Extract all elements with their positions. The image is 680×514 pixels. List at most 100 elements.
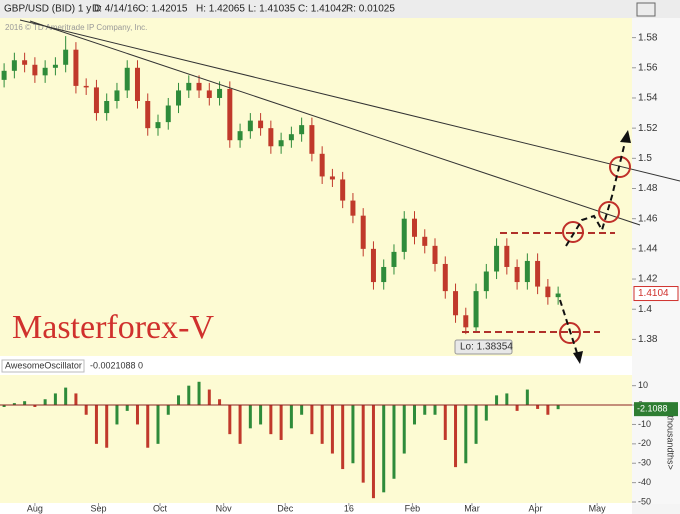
header-symbol: GBP/USD (BID) 1 y D: [4, 4, 101, 15]
candle-body: [360, 215, 366, 249]
oscillator-bar: [177, 395, 181, 406]
oscillator-bar: [248, 405, 252, 429]
candle-body: [514, 266, 520, 283]
candle-body: [535, 260, 541, 287]
oscillator-bar: [12, 403, 16, 406]
breakout-circle: [598, 201, 620, 223]
oscillator-bar: [556, 405, 560, 410]
x-tick-label: Oct: [153, 503, 168, 513]
x-tick-label: Apr: [529, 503, 543, 513]
candle-body: [278, 140, 284, 147]
y-tick-label: 1.56: [638, 62, 658, 73]
candle-body: [22, 60, 28, 65]
indicator-parameter: 0: [138, 360, 143, 370]
oscillator-bar: [94, 405, 98, 444]
last-value-box: [634, 402, 678, 417]
y-tick-label: -20: [638, 438, 651, 448]
y2-axis-label: <thousandths>: [666, 410, 676, 470]
y-tick-label: 1.5: [638, 153, 652, 164]
y-tick-label: 1.42: [638, 274, 658, 285]
candle-body: [155, 122, 161, 129]
candle-body: [258, 120, 264, 129]
oscillator-bar: [259, 405, 263, 425]
x-tick-label: May: [589, 503, 607, 513]
candle-body: [545, 286, 551, 298]
y-tick-label: -30: [638, 458, 651, 468]
candle-body: [124, 67, 130, 91]
candle-body: [453, 291, 459, 316]
header-high: H: 1.42065: [196, 4, 245, 15]
oscillator-bar: [382, 405, 386, 493]
low-label: Lo: 1.38354: [460, 342, 513, 353]
oscillator-bar: [300, 405, 304, 415]
oscillator-bar: [392, 405, 396, 479]
candle-body: [329, 176, 335, 180]
x-tick-label: Mar: [464, 503, 480, 513]
y-tick-label: 1.58: [638, 32, 658, 43]
oscillator-bar: [125, 405, 129, 411]
candle-body: [524, 260, 530, 283]
candle-body: [504, 245, 510, 267]
candle-body: [52, 64, 58, 68]
candle-body: [381, 266, 387, 283]
candle-body: [483, 271, 489, 292]
candle-body: [319, 153, 325, 177]
oscillator-bar: [423, 405, 427, 415]
y-tick-label: 1.4: [638, 304, 652, 315]
candle-body: [206, 90, 212, 98]
oscillator-bar: [402, 405, 406, 454]
oscillator-bar: [320, 405, 324, 444]
last-price-box: [633, 286, 679, 302]
oscillator-bar: [464, 405, 468, 464]
header-bar: [0, 0, 680, 18]
header-open: O: 1.42015: [138, 4, 188, 15]
scenario-arrow: [565, 137, 627, 247]
candle-body: [104, 100, 110, 114]
oscillator-bar: [146, 405, 150, 448]
oscillator-bar: [238, 405, 242, 444]
maximize-icon[interactable]: [636, 2, 656, 17]
y-tick-label: 1.44: [638, 244, 658, 255]
oscillator-bar: [84, 405, 88, 415]
indicator-reading: -0.0021088: [90, 360, 136, 370]
oscillator-bar: [115, 405, 119, 425]
breakout-circle: [609, 156, 631, 178]
candle-body: [411, 218, 417, 237]
oscillator-bar: [443, 405, 447, 440]
watermark: Masterforex-V: [12, 309, 214, 346]
candle-body: [555, 293, 561, 298]
breakout-circle: [562, 221, 584, 243]
oscillator-bar: [33, 405, 37, 407]
y-tick-label: -40: [638, 477, 651, 487]
x-tick-label: Nov: [216, 503, 233, 513]
oscillator-panel: [0, 375, 632, 503]
oscillator-bar: [361, 405, 365, 483]
oscillator-bar: [197, 381, 201, 406]
oscillator-bar: [135, 405, 139, 425]
y-tick-label: 1.38: [638, 334, 658, 345]
candle-body: [401, 218, 407, 252]
y-tick-label: 1.54: [638, 93, 658, 104]
oscillator-bar: [218, 399, 222, 406]
oscillator-bar: [371, 405, 375, 499]
candle-body: [217, 88, 223, 98]
arrow-head: [620, 130, 631, 143]
oscillator-bar: [43, 399, 47, 406]
header-date: D: 4/14/16: [92, 4, 139, 15]
last-value-label: -2.1088: [637, 404, 668, 414]
oscillator-bar: [505, 393, 509, 406]
y-tick-label: 1.46: [638, 213, 658, 224]
y-tick-label: 1.52: [638, 123, 658, 134]
x-tick-label: Aug: [27, 503, 43, 513]
candle-body: [186, 82, 192, 91]
oscillator-bar: [23, 401, 27, 406]
candle-body: [442, 263, 448, 292]
oscillator-bar: [64, 387, 68, 406]
oscillator-header: [0, 356, 632, 375]
breakout-circle: [559, 322, 581, 344]
header-close: C: 1.41042: [298, 4, 347, 15]
oscillator-bar: [2, 405, 6, 407]
candle-body: [299, 125, 305, 135]
trendline: [29, 20, 641, 226]
